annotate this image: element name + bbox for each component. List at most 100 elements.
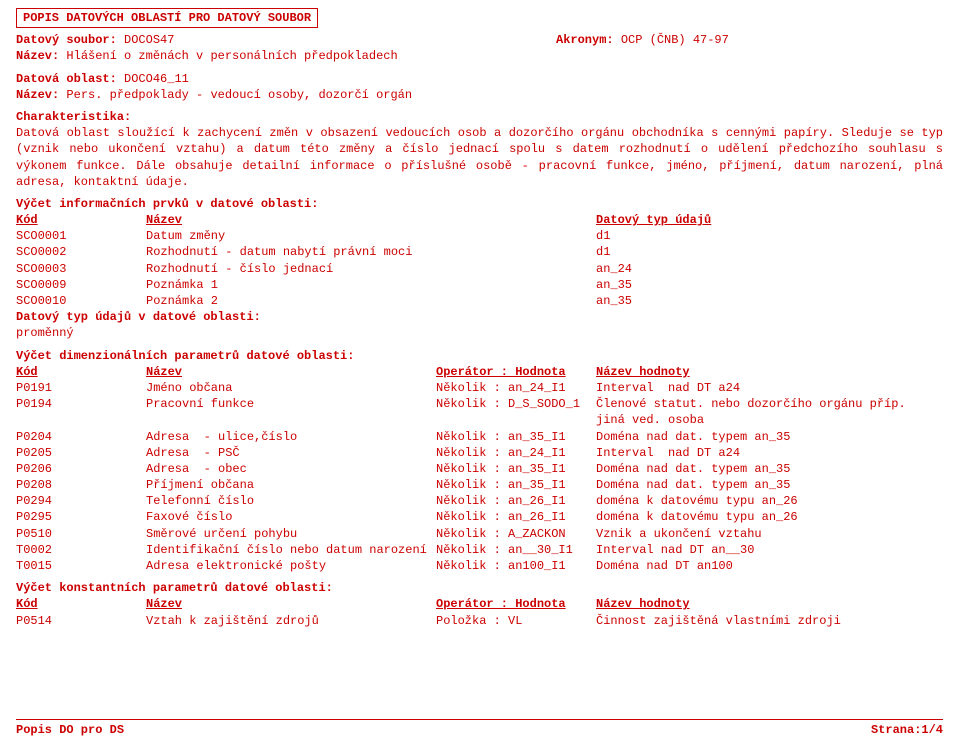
nazev-label: Název: [16,49,59,63]
cell-kod: P0208 [16,477,146,493]
cell-kod: P0294 [16,493,146,509]
info-h-typ: Datový typ údajů [596,213,711,227]
cell-kod: SCO0001 [16,228,146,244]
cell-typ: an_24 [596,261,711,277]
cell-typ: d1 [596,244,711,260]
cell-kod: SCO0009 [16,277,146,293]
cell-nazev: Telefonní číslo [146,493,436,509]
soubor-value: DOCOS47 [124,33,174,47]
dim-table-header: Kód Název Operátor : Hodnota Název hodno… [16,364,916,380]
cell-nazev: Příjmení občana [146,477,436,493]
cell-typ: an_35 [596,293,711,309]
cell-nh: Doména nad dat. typem an_35 [596,477,916,493]
cell-nazev: Adresa - PSČ [146,445,436,461]
table-row: P0206Adresa - obecNěkolik : an_35_I1Domé… [16,461,916,477]
cell-kod: T0015 [16,558,146,574]
header-row-4: Název: Pers. předpoklady - vedoucí osoby… [16,87,943,103]
table-row: SCO0010Poznámka 2an_35 [16,293,711,309]
konst-table-header: Kód Název Operátor : Hodnota Název hodno… [16,596,916,612]
cell-op: Několik : an_24_I1 [436,380,596,396]
cell-nh: Vznik a ukončení vztahu [596,526,916,542]
konst-h-kod: Kód [16,597,38,611]
cell-op: Několik : D_S_SODO_1 [436,396,596,428]
cell-kod: P0204 [16,429,146,445]
nazev-value: Hlášení o změnách v personálních předpok… [66,49,397,63]
cell-nh: Interval nad DT an__30 [596,542,916,558]
konst-table: Kód Název Operátor : Hodnota Název hodno… [16,596,916,628]
cell-nazev: Adresa - ulice,číslo [146,429,436,445]
dim-section-title: Výčet dimenzionálních parametrů datové o… [16,348,943,364]
cell-op: Několik : an100_I1 [436,558,596,574]
table-row: P0294Telefonní čísloNěkolik : an_26_I1do… [16,493,916,509]
cell-op: Několik : A_ZACKON [436,526,596,542]
cell-typ: d1 [596,228,711,244]
cell-kod: SCO0003 [16,261,146,277]
cell-kod: P0191 [16,380,146,396]
cell-nazev: Poznámka 1 [146,277,596,293]
cell-nazev: Poznámka 2 [146,293,596,309]
cell-op: Několik : an_26_I1 [436,493,596,509]
cell-kod: T0002 [16,542,146,558]
cell-nazev: Rozhodnutí - datum nabytí právní moci [146,244,596,260]
akronym-label: Akronym: [556,33,614,47]
table-row: SCO0009Poznámka 1an_35 [16,277,711,293]
cell-nazev: Faxové číslo [146,509,436,525]
info-h-kod: Kód [16,213,38,227]
header-row-2: Název: Hlášení o změnách v personálních … [16,48,943,64]
konst-h-nh: Název hodnoty [596,597,690,611]
cell-nh: Činnost zajištěná vlastními zdroji [596,613,916,629]
cell-kod: P0205 [16,445,146,461]
cell-kod: P0514 [16,613,146,629]
dim-table: Kód Název Operátor : Hodnota Název hodno… [16,364,916,574]
akronym-value: OCP (ČNB) 47-97 [621,33,729,47]
info-table: Kód Název Datový typ údajů SCO0001Datum … [16,212,711,309]
dim-h-nazev: Název [146,365,182,379]
table-row: P0514Vztah k zajištění zdrojůPoložka : V… [16,613,916,629]
cell-nazev: Jméno občana [146,380,436,396]
cell-kod: P0194 [16,396,146,428]
cell-nh: doména k datovému typu an_26 [596,509,916,525]
table-row: P0510Směrové určení pohybuNěkolik : A_ZA… [16,526,916,542]
cell-nh: Interval nad DT a24 [596,445,916,461]
page-title: POPIS DATOVÝCH OBLASTÍ PRO DATOVÝ SOUBOR [23,11,311,25]
page-footer: Popis DO pro DS Strana:1/4 [16,719,943,738]
info-footer-1: Datový typ údajů v datové oblasti: [16,309,943,325]
info-section-title: Výčet informačních prvků v datové oblast… [16,196,943,212]
cell-kod: SCO0010 [16,293,146,309]
cell-op: Několik : an__30_I1 [436,542,596,558]
cell-kod: P0295 [16,509,146,525]
cell-nh: Interval nad DT a24 [596,380,916,396]
info-table-header: Kód Název Datový typ údajů [16,212,711,228]
konst-h-nazev: Název [146,597,182,611]
cell-nazev: Vztah k zajištění zdrojů [146,613,436,629]
cell-nazev: Pracovní funkce [146,396,436,428]
charakteristika-text: Datová oblast sloužící k zachycení změn … [16,125,943,190]
cell-nazev: Identifikační číslo nebo datum narození [146,542,436,558]
cell-nh: Doména nad dat. typem an_35 [596,429,916,445]
cell-op: Několik : an_35_I1 [436,477,596,493]
info-h-nazev: Název [146,213,182,227]
table-row: P0194Pracovní funkceNěkolik : D_S_SODO_1… [16,396,916,428]
cell-nh: Doména nad dat. typem an_35 [596,461,916,477]
nazev2-value: Pers. předpoklady - vedoucí osoby, dozor… [66,88,412,102]
header-row-1: Datový soubor: DOCOS47 Akronym: OCP (ČNB… [16,32,943,48]
konst-h-op: Operátor : Hodnota [436,597,566,611]
cell-kod: P0510 [16,526,146,542]
cell-nazev: Rozhodnutí - číslo jednací [146,261,596,277]
oblast-value: DOCO46_11 [124,72,189,86]
cell-op: Položka : VL [436,613,596,629]
soubor-label: Datový soubor: [16,33,117,47]
table-row: T0002Identifikační číslo nebo datum naro… [16,542,916,558]
footer-right: Strana:1/4 [871,722,943,738]
footer-left: Popis DO pro DS [16,722,124,738]
cell-nh: doména k datovému typu an_26 [596,493,916,509]
table-row: P0205Adresa - PSČNěkolik : an_24_I1Inter… [16,445,916,461]
konst-section-title: Výčet konstantních parametrů datové obla… [16,580,943,596]
dim-h-op: Operátor : Hodnota [436,365,566,379]
dim-h-kod: Kód [16,365,38,379]
nazev2-label: Název: [16,88,59,102]
table-row: SCO0002Rozhodnutí - datum nabytí právní … [16,244,711,260]
cell-nh: Členové statut. nebo dozorčího orgánu př… [596,396,916,428]
header-row-3: Datová oblast: DOCO46_11 [16,71,943,87]
cell-nazev: Adresa elektronické pošty [146,558,436,574]
